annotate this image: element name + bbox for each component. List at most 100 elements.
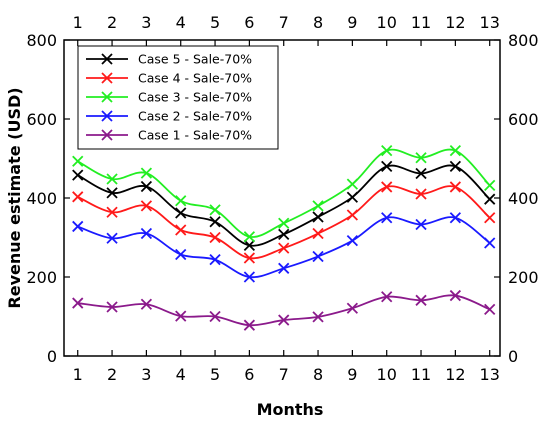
x-tick-label-top: 4 (176, 13, 186, 32)
data-point (106, 232, 118, 244)
x-marker-stroke (140, 180, 153, 193)
x-tick-label-bottom: 7 (279, 365, 289, 384)
data-point (175, 195, 187, 207)
data-point (106, 206, 118, 218)
data-point (278, 262, 290, 274)
x-tick-label-bottom: 13 (480, 365, 500, 384)
data-point (278, 314, 290, 326)
data-point (72, 220, 84, 233)
legend-marker (101, 53, 113, 65)
x-marker-stroke (415, 188, 427, 200)
legend-label: Case 1 - Sale-70% (138, 128, 252, 143)
data-point (243, 271, 256, 283)
x-marker-stroke (278, 262, 290, 274)
x-marker-stroke (175, 195, 187, 207)
x-marker-stroke (484, 303, 496, 316)
data-point (381, 160, 393, 173)
data-point (106, 173, 118, 185)
x-marker-stroke (175, 248, 187, 261)
data-point (346, 235, 359, 247)
x-tick-label-bottom: 4 (176, 365, 186, 384)
y-tick-label-left: 800 (26, 31, 57, 50)
data-point (449, 181, 462, 193)
x-marker-stroke (72, 169, 84, 181)
data-point (346, 178, 359, 190)
series-3 (72, 144, 496, 243)
legend-label: Case 4 - Sale-70% (138, 71, 252, 86)
data-point (278, 228, 290, 240)
data-point (449, 212, 462, 224)
x-marker-stroke (72, 155, 84, 167)
legend-label: Case 3 - Sale-70% (138, 90, 252, 105)
data-point (140, 227, 153, 240)
data-point (484, 193, 496, 205)
x-marker-stroke (449, 144, 462, 157)
data-point (484, 303, 496, 316)
data-point (243, 231, 256, 243)
x-marker-stroke (415, 167, 427, 180)
data-point (312, 211, 324, 223)
x-marker-stroke (484, 193, 496, 205)
data-point (484, 237, 496, 249)
x-tick-label-bottom: 8 (313, 365, 323, 384)
x-tick-label-bottom: 6 (244, 365, 254, 384)
data-point (209, 231, 221, 244)
x-marker-stroke (381, 291, 393, 303)
x-marker-stroke (209, 310, 221, 323)
x-marker-stroke (106, 301, 118, 313)
x-tick-label-top: 10 (377, 13, 397, 32)
x-marker-stroke (209, 204, 221, 216)
x-marker-stroke (346, 178, 359, 190)
y-tick-label-left: 400 (26, 189, 57, 208)
x-marker-stroke (101, 53, 113, 65)
data-point (175, 310, 187, 322)
x-tick-label-top: 7 (279, 13, 289, 32)
x-marker-stroke (106, 187, 118, 199)
x-marker-stroke (484, 212, 496, 224)
x-marker-stroke (312, 311, 324, 323)
x-marker-stroke (381, 160, 393, 173)
x-marker-stroke (243, 252, 256, 264)
data-point (381, 181, 393, 193)
x-marker-stroke (312, 250, 324, 263)
legend-marker (101, 91, 113, 103)
legend-item: Case 5 - Sale-70% (86, 52, 252, 67)
data-point (72, 191, 84, 203)
x-marker-stroke (278, 314, 290, 326)
x-marker-stroke (243, 271, 256, 283)
data-point (140, 180, 153, 193)
data-point (209, 216, 221, 228)
x-marker-stroke (243, 239, 256, 252)
x-tick-label-bottom: 12 (445, 365, 465, 384)
legend-item: Case 2 - Sale-70% (86, 109, 252, 124)
x-marker-stroke (449, 181, 462, 193)
data-point (346, 302, 359, 314)
x-tick-label-top: 8 (313, 13, 323, 32)
x-marker-stroke (484, 237, 496, 249)
x-tick-label-bottom: 3 (141, 365, 151, 384)
x-marker-stroke (72, 191, 84, 203)
data-point (415, 294, 427, 306)
x-marker-stroke (346, 209, 359, 221)
x-tick-label-top: 5 (210, 13, 220, 32)
x-marker-stroke (278, 228, 290, 240)
x-marker-stroke (415, 152, 427, 164)
x-tick-label-top: 9 (347, 13, 357, 32)
y-tick-label-left: 600 (26, 110, 57, 129)
y-tick-label-right: 200 (508, 268, 539, 287)
x-tick-label-bottom: 10 (377, 365, 397, 384)
data-point (346, 191, 359, 203)
data-point (209, 253, 221, 266)
data-point (449, 144, 462, 157)
x-marker-stroke (106, 206, 118, 218)
data-point (106, 187, 118, 199)
x-tick-label-top: 2 (107, 13, 117, 32)
x-marker-stroke (106, 232, 118, 244)
legend-item: Case 1 - Sale-70% (86, 128, 252, 143)
x-marker-stroke (72, 220, 84, 233)
x-marker-stroke (415, 218, 427, 231)
data-point (484, 212, 496, 224)
legend-marker (101, 129, 113, 141)
x-marker-stroke (484, 179, 496, 191)
